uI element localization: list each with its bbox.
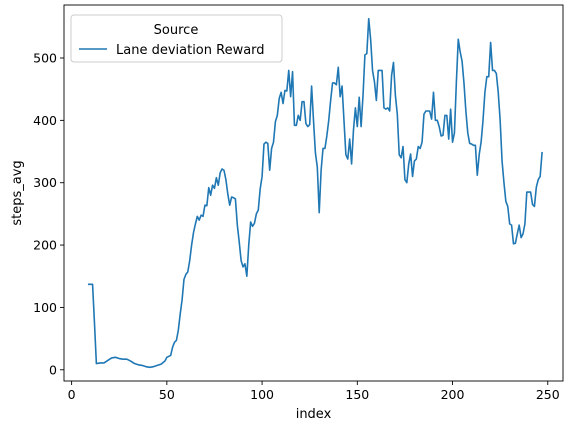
legend-label-lane-deviation-reward: Lane deviation Reward: [116, 43, 265, 58]
y-tick-label: 200: [33, 238, 57, 253]
x-tick-label: 100: [250, 387, 274, 402]
plot-area: [64, 5, 563, 381]
x-tick-label: 150: [345, 387, 369, 402]
x-axis-label: index: [296, 407, 332, 422]
legend-box: [70, 14, 283, 63]
x-axis-ticks: 0 50 100 150 200 250: [68, 381, 560, 402]
x-tick-label: 0: [68, 387, 76, 402]
legend-title: Source: [154, 23, 199, 38]
legend: Source Lane deviation Reward: [70, 14, 283, 63]
y-tick-label: 100: [33, 300, 57, 315]
y-tick-label: 400: [33, 113, 57, 128]
y-axis-label: steps_avg: [10, 160, 25, 225]
y-tick-label: 0: [49, 362, 57, 377]
y-tick-label: 300: [33, 175, 57, 190]
data-layer: [87, 17, 543, 369]
x-tick-label: 50: [159, 387, 175, 402]
x-tick-label: 200: [441, 387, 465, 402]
y-tick-label: 500: [33, 51, 57, 66]
plot-frame: [63, 4, 564, 382]
series-line-0: [87, 17, 543, 369]
x-tick-label: 250: [536, 387, 560, 402]
y-axis-ticks: 0 100 200 300 400 500: [33, 51, 64, 377]
